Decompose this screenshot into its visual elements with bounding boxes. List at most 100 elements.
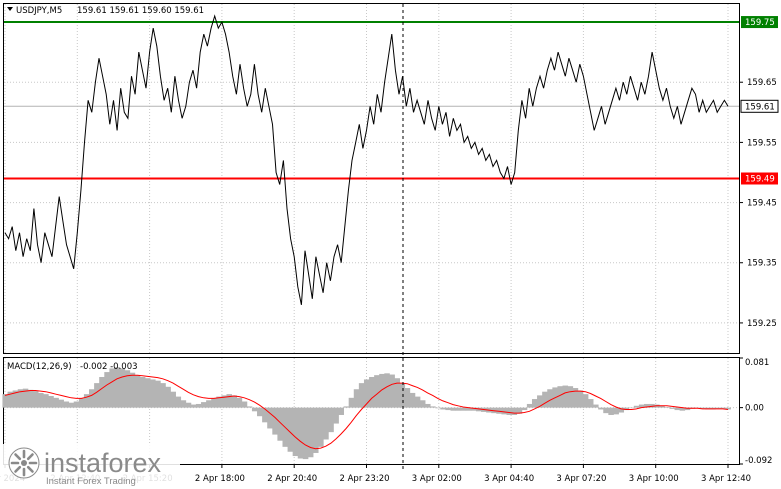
macd-bar xyxy=(58,399,64,408)
level-lines xyxy=(4,21,739,180)
macd-bar xyxy=(201,402,207,408)
macd-bar xyxy=(12,390,19,408)
watermark-logo: instaforex Instant Forex Trading xyxy=(0,444,180,489)
macd-bar xyxy=(338,407,344,415)
macd-bar xyxy=(358,383,365,408)
current-price-label: 159.61 xyxy=(745,102,775,112)
macd-bar xyxy=(262,407,268,423)
macd-bar xyxy=(307,407,314,458)
macd-bar xyxy=(613,407,619,415)
macd-bar xyxy=(369,376,375,408)
macd-bar xyxy=(674,407,681,411)
macd-bar xyxy=(109,368,115,408)
macd-bar xyxy=(257,407,263,417)
dropdown-triangle-icon[interactable] xyxy=(7,7,13,11)
macd-bar xyxy=(537,395,543,408)
level-tag xyxy=(741,16,778,29)
macd-bar xyxy=(618,407,625,413)
macd-bar xyxy=(78,398,85,408)
macd-bar xyxy=(725,407,731,410)
macd-bar xyxy=(374,375,380,408)
level-tags: 159.75 159.49 159.61 xyxy=(740,16,779,185)
watermark-tagline: Instant Forex Trading xyxy=(46,476,136,487)
macd-bar xyxy=(419,400,426,408)
macd-bar xyxy=(22,388,29,408)
macd-bar xyxy=(389,374,395,408)
macd-bar xyxy=(211,398,217,408)
macd-bar xyxy=(470,407,477,411)
macd-bar xyxy=(38,392,44,408)
macd-bar xyxy=(649,403,655,408)
level-tag xyxy=(741,172,778,185)
macd-bar xyxy=(241,401,248,408)
macd-bar xyxy=(170,391,176,408)
macd-bar xyxy=(394,378,400,408)
macd-bar xyxy=(643,403,650,408)
macd-bar xyxy=(440,407,446,410)
macd-bar xyxy=(323,407,329,440)
macd-bar xyxy=(94,383,100,408)
macd-bar xyxy=(572,388,579,408)
macd-bar xyxy=(231,395,238,408)
macd-bar xyxy=(216,396,222,408)
macd-tick-label: 0.081 xyxy=(745,358,769,368)
macd-bar xyxy=(145,378,151,408)
symbol-title: USDJPY,M5 xyxy=(16,6,62,16)
macd-bar xyxy=(506,407,513,415)
macd-bar xyxy=(608,407,614,415)
macd-bar xyxy=(587,399,594,408)
macd-bar xyxy=(679,407,686,411)
macd-bar xyxy=(659,405,665,408)
macd-bar xyxy=(292,407,299,457)
level-tag-label: 159.75 xyxy=(745,18,775,28)
macd-bar xyxy=(516,407,523,414)
macd-bar xyxy=(206,400,212,408)
macd-bar xyxy=(277,407,283,441)
macd-bar xyxy=(160,383,166,408)
macd-bar xyxy=(720,407,726,409)
macd-bar xyxy=(313,407,319,453)
time-tick-label: 3 Apr 02:00 xyxy=(412,474,462,484)
macd-bar xyxy=(155,380,161,408)
macd-bar xyxy=(603,407,609,414)
macd-bar xyxy=(633,405,640,408)
macd-bar xyxy=(455,407,462,411)
price-tick-label: 159.65 xyxy=(747,78,777,88)
macd-bar xyxy=(399,383,406,408)
macd-bar xyxy=(124,370,131,408)
macd-bar xyxy=(7,391,14,408)
time-tick-label: 3 Apr 07:20 xyxy=(556,474,606,484)
macd-tick-label: -0.092 xyxy=(745,456,772,466)
macd-bar xyxy=(302,407,309,460)
macd-bar xyxy=(465,407,472,411)
macd-bar xyxy=(68,402,75,408)
price-tick-label: 159.45 xyxy=(747,199,777,209)
macd-bar xyxy=(384,373,390,408)
macd-bar xyxy=(287,407,294,452)
macd-bar xyxy=(577,390,584,408)
macd-bar xyxy=(27,389,34,408)
macd-bar xyxy=(409,392,416,408)
macd-bar xyxy=(501,407,507,415)
macd-bar xyxy=(99,376,105,408)
macd-signal-group xyxy=(4,374,729,450)
macd-bar xyxy=(363,379,370,408)
macd-bar xyxy=(715,407,721,409)
macd-bar xyxy=(48,395,54,408)
macd-bar xyxy=(104,372,110,408)
macd-bar xyxy=(430,406,436,408)
macd-bar xyxy=(582,394,589,408)
macd-bar xyxy=(221,395,227,408)
macd-bar xyxy=(73,401,80,408)
macd-bar xyxy=(562,385,569,408)
macd-values: -0.002 -0.003 xyxy=(80,362,138,372)
macd-bar xyxy=(267,407,273,429)
macd-bar xyxy=(114,367,120,408)
level-tag-label: 159.49 xyxy=(745,175,775,185)
macd-bar xyxy=(195,403,202,408)
macd-title: MACD(12,26,9) xyxy=(7,362,72,372)
macd-signal-line xyxy=(4,374,729,450)
macd-bar xyxy=(2,394,8,408)
macd-bar xyxy=(226,394,232,408)
macd-bar xyxy=(699,407,706,409)
